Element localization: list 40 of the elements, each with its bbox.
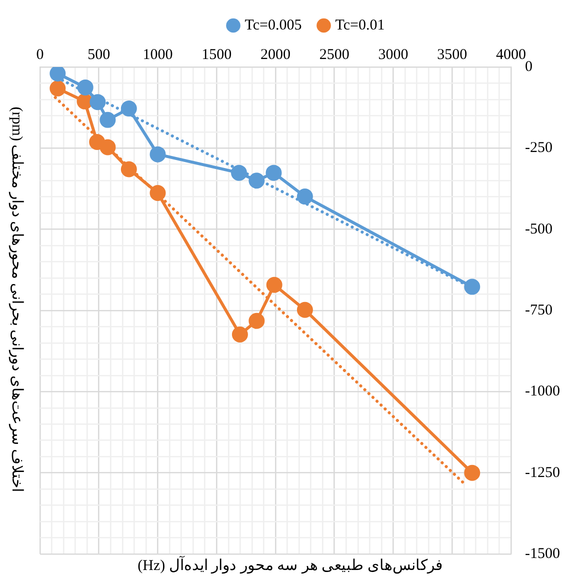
y-tick-label: -1000	[525, 384, 560, 400]
x-tick-label: 2000	[260, 46, 290, 63]
point	[266, 164, 282, 181]
point	[296, 302, 313, 318]
point	[50, 67, 66, 82]
point	[150, 146, 166, 162]
point	[100, 139, 116, 156]
point	[77, 79, 94, 96]
point	[50, 80, 66, 96]
point	[266, 276, 282, 293]
y-tick-label: 0	[525, 58, 533, 75]
x-tick-label: 3500	[437, 46, 468, 63]
x-tick-label: 2500	[319, 46, 350, 63]
y-axis-title: اختلاف سرعت‌های دورانی بحرانی محورهای دوار مختلف (rpm)	[8, 106, 26, 494]
y-tick-label: -1250	[525, 464, 560, 481]
point	[100, 112, 116, 128]
legend-label: Tc=0.01	[335, 17, 385, 34]
point	[90, 94, 106, 110]
point	[232, 326, 248, 343]
point	[248, 312, 265, 329]
x-tick-label: 500	[88, 46, 110, 63]
point	[296, 188, 313, 205]
point	[231, 164, 247, 181]
x-tick-label: 0	[36, 46, 44, 63]
legend-label: Tc=0.005	[244, 17, 302, 34]
x-axis-title: فرکانس‌های طبیعی هر سه محور دوار ایده‌آل (Hz)	[138, 558, 442, 574]
point	[150, 184, 166, 201]
y-tick-label: -750	[525, 302, 553, 318]
point	[248, 172, 265, 189]
y-tick-label: -1500	[525, 546, 560, 562]
point	[464, 278, 480, 295]
x-tick-label: 1500	[202, 46, 232, 63]
x-tick-label: 3000	[378, 46, 408, 63]
point	[120, 100, 137, 117]
point	[120, 161, 137, 178]
point	[464, 464, 480, 481]
y-tick-label: -250	[525, 140, 553, 156]
x-tick-label: 4000	[496, 46, 526, 63]
x-tick-label: 1000	[142, 46, 173, 63]
y-tick-label: -500	[525, 221, 553, 238]
